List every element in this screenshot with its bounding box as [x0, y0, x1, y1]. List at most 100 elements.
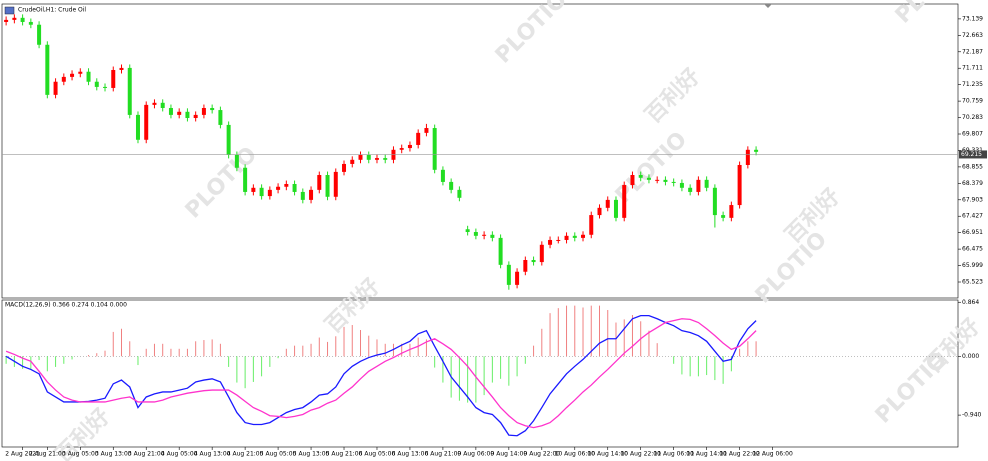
macd-panel — [1, 299, 959, 448]
x-tick-label: 10 Aug 14:00 — [588, 451, 629, 458]
candle-body — [201, 107, 206, 115]
candle-body — [350, 159, 355, 164]
x-tick-label: 10 Aug 06:00 — [555, 451, 596, 458]
candle-body — [712, 187, 717, 216]
current-price-box — [959, 150, 987, 159]
candle-body — [61, 76, 66, 82]
candle-body — [243, 167, 248, 192]
candle-body — [548, 239, 553, 245]
x-tick-label: 3 Aug 13:00 — [95, 451, 132, 458]
chart-title: CrudeOil,H1: Crude Oil — [18, 7, 86, 14]
candle-body — [135, 114, 140, 140]
x-tick-label: 10 Aug 22:00 — [620, 451, 661, 458]
candle-body — [226, 124, 231, 155]
candle-body — [309, 189, 314, 200]
y-tick-label: 71.711 — [962, 65, 983, 72]
candle-body — [86, 71, 91, 82]
watermark: 百利好 — [920, 313, 985, 378]
y-tick-label: -0.940 — [962, 412, 982, 419]
candle-body — [638, 175, 643, 178]
x-tick-label: 6 Aug 21:00 — [425, 451, 462, 458]
watermark: PLOTIO — [491, 0, 572, 68]
x-tick-label: 9 Aug 22:00 — [523, 451, 560, 458]
current-price-label: 69.215 — [961, 151, 982, 158]
x-tick-label: 4 Aug 21:00 — [227, 451, 264, 458]
candle-body — [622, 185, 627, 218]
candle-body — [440, 169, 445, 182]
macd-line — [5, 314, 757, 437]
candle-body — [523, 259, 528, 272]
candle-body — [383, 158, 388, 160]
candle-body — [416, 132, 421, 145]
candle-body — [605, 199, 610, 208]
watermark: 百利好 — [640, 63, 705, 128]
candle-body — [745, 149, 750, 165]
main-panel — [1, 3, 959, 299]
x-tick-label: 5 Aug 13:00 — [293, 451, 330, 458]
candle-body — [737, 164, 742, 206]
x-tick-label: 5 Aug 05:00 — [260, 451, 297, 458]
candle-body — [259, 187, 264, 197]
candle-body — [581, 234, 586, 238]
candle-body — [53, 81, 58, 95]
candle-body — [754, 149, 759, 152]
candle-body — [449, 181, 454, 190]
candle-body — [704, 179, 709, 188]
candle-body — [218, 110, 223, 125]
candle-body — [45, 44, 50, 95]
candle-body — [646, 177, 651, 180]
candle-body — [144, 104, 149, 140]
candle-body — [152, 102, 157, 105]
candle-body — [78, 71, 83, 74]
x-tick-label: 9 Aug 06:00 — [458, 451, 495, 458]
candle-body — [572, 235, 577, 238]
x-tick-label: 6 Aug 13:00 — [392, 451, 429, 458]
candle-body — [160, 102, 165, 108]
candle-body — [597, 207, 602, 216]
candle-body — [119, 67, 124, 70]
x-tick-label: 3 Aug 05:00 — [62, 451, 99, 458]
y-tick-label: 73.139 — [962, 15, 983, 22]
candle-body — [432, 128, 437, 170]
x-tick-label: 11 Aug 22:00 — [719, 451, 760, 458]
candle-body — [325, 175, 330, 197]
candle-body — [70, 73, 75, 77]
y-tick-label: 67.427 — [962, 213, 983, 220]
candle-body — [399, 148, 404, 150]
candle-body — [20, 17, 25, 22]
candle-body — [374, 158, 379, 160]
candle-body — [630, 175, 635, 186]
candle-body — [564, 235, 569, 240]
indicator-title: MACD(12,26,9) 0.366 0.274 0.104 0.000 — [5, 302, 127, 309]
y-tick-label: 0.000 — [962, 353, 979, 360]
x-tick-label: 4 Aug 13:00 — [194, 451, 231, 458]
candle-body — [679, 182, 684, 188]
candle-body — [12, 17, 17, 20]
candle-body — [671, 181, 676, 183]
y-tick-label: 70.759 — [962, 98, 983, 105]
candle-body — [613, 199, 618, 218]
watermarks: PLOTIO 百利好 PLOTIO PLOTIO 百利好 PLOTIO 百利好 … — [50, 0, 985, 461]
candle-body — [457, 189, 462, 198]
candle-body — [210, 107, 215, 111]
candle-body — [539, 244, 544, 263]
candle-body — [655, 179, 660, 181]
x-tick-label: 4 Aug 05:00 — [161, 451, 198, 458]
candle-body — [300, 191, 305, 200]
candle-body — [531, 259, 536, 263]
candle-body — [358, 154, 363, 160]
shift-marker — [764, 4, 772, 8]
candle-body — [177, 111, 182, 115]
candle-body — [506, 264, 511, 285]
candle-body — [103, 86, 108, 88]
candle-body — [284, 183, 289, 187]
symbol-icon — [4, 6, 15, 15]
y-tick-label: 66.475 — [962, 246, 983, 253]
candle-body — [292, 183, 297, 192]
y-tick-label: 67.903 — [962, 196, 983, 203]
candle-body — [94, 81, 99, 87]
candle-body — [342, 163, 347, 172]
candle-body — [251, 187, 256, 192]
